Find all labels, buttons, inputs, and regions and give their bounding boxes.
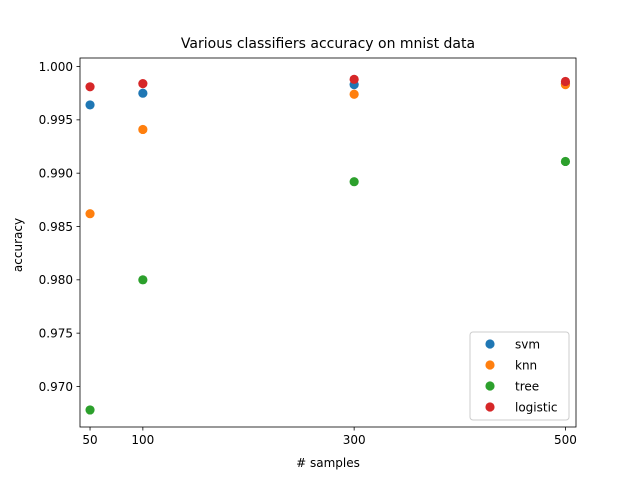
legend-box xyxy=(469,331,570,421)
y-tick-label: 0.980 xyxy=(39,273,73,287)
x-axis-label: # samples xyxy=(296,456,360,470)
point-tree xyxy=(560,156,571,167)
point-svm xyxy=(85,100,95,110)
y-tick-label: 0.990 xyxy=(39,166,73,180)
plot-area xyxy=(79,57,577,428)
x-tick-label: 50 xyxy=(82,433,97,447)
y-axis: 0.970 0.975 0.980 0.985 0.990 0.995 1.000 xyxy=(39,60,80,394)
point-logistic xyxy=(560,76,571,87)
y-tick-label: 1.000 xyxy=(39,60,73,74)
x-axis: 50 100 300 500 xyxy=(82,427,577,447)
data-points xyxy=(85,74,571,415)
x-tick-label: 100 xyxy=(131,433,154,447)
y-axis-label: accuracy xyxy=(11,218,25,272)
point-tree xyxy=(85,405,95,415)
x-tick-label: 500 xyxy=(554,433,577,447)
legend-marker-knn xyxy=(485,360,495,370)
legend-label-tree: tree xyxy=(515,379,539,393)
legend-marker-svm xyxy=(485,339,495,349)
point-tree xyxy=(138,275,148,285)
legend-label-logistic: logistic xyxy=(515,400,558,414)
point-logistic xyxy=(349,74,359,84)
x-tick-label: 300 xyxy=(343,433,366,447)
legend: svm knn tree logistic xyxy=(469,331,570,421)
point-knn xyxy=(138,124,148,135)
legend-marker-logistic xyxy=(485,402,495,412)
plot-frame xyxy=(79,57,577,428)
point-logistic xyxy=(85,82,95,92)
point-svm xyxy=(138,88,148,98)
chart-title: Various classifiers accuracy on mnist da… xyxy=(181,36,475,52)
point-knn xyxy=(349,89,359,99)
y-tick-label: 0.970 xyxy=(39,380,73,394)
y-tick-label: 0.995 xyxy=(39,113,73,127)
legend-marker-tree xyxy=(485,381,495,391)
y-tick-label: 0.975 xyxy=(39,326,73,340)
legend-label-knn: knn xyxy=(515,358,537,372)
point-logistic xyxy=(138,78,148,89)
legend-label-svm: svm xyxy=(515,337,540,351)
point-knn xyxy=(85,209,95,219)
point-tree xyxy=(349,177,359,187)
y-tick-label: 0.985 xyxy=(39,220,73,234)
